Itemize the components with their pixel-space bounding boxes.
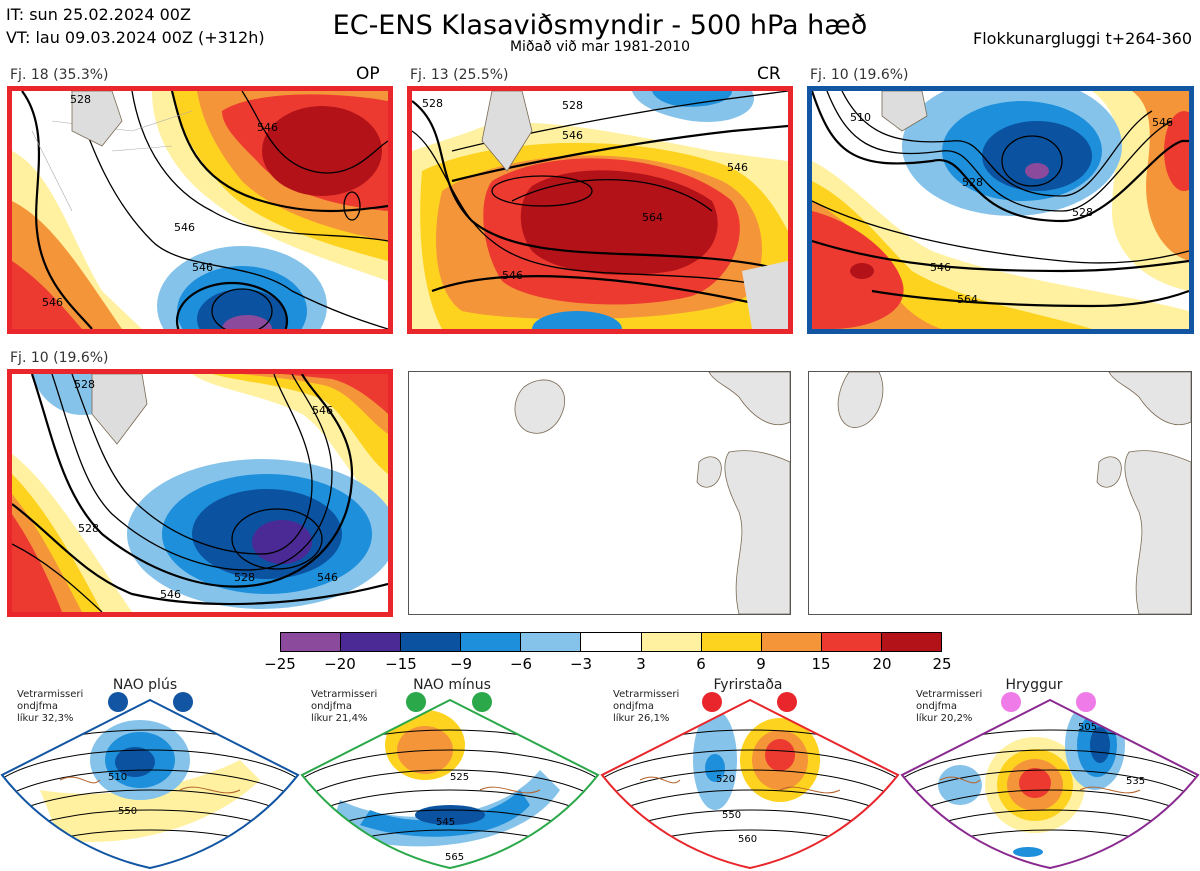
- page-subtitle: Miðað við mar 1981-2010: [509, 39, 691, 55]
- page-title: EC-ENS Klasaviðsmyndir - 500 hPa hæð: [332, 10, 868, 41]
- regime-stat: Vetrarmisseri ondjfma líkur 20,2%: [916, 689, 983, 724]
- regime-name: NAO plús: [112, 677, 178, 693]
- panel-3-label: Fj. 10 (19.6%): [810, 67, 909, 83]
- cluster-map-4: 528 546 528 546 528 546: [7, 369, 393, 617]
- regime-contour-label: 560: [1122, 842, 1141, 853]
- regime-dot: [173, 692, 193, 712]
- colorbar-swatch: [581, 633, 642, 651]
- empty-map-5: [408, 371, 791, 615]
- colorbar-swatch: [881, 633, 942, 651]
- regime-contour-label: 510: [108, 772, 127, 783]
- colorbar-tick: 3: [636, 655, 646, 673]
- panel-4-label: Fj. 10 (19.6%): [10, 350, 109, 366]
- panel-3-contour-label: 510: [850, 111, 871, 124]
- panel-1-tag: OP: [356, 64, 380, 84]
- colorbar-tick: −9: [449, 655, 473, 673]
- regime-name: Hryggur: [1005, 677, 1063, 693]
- panel-4-contour-label: 528: [74, 378, 95, 391]
- regime-stat: Vetrarmisseri ondjfma líkur 26,1%: [613, 689, 680, 724]
- regime-name: Fyrirstaða: [713, 677, 783, 693]
- panel-4-contour-label: 546: [317, 571, 338, 584]
- empty-map-6: [808, 371, 1192, 615]
- regime-stat: Vetrarmisseri ondjfma líkur 21,4%: [311, 689, 378, 724]
- colorbar-swatch: [461, 633, 522, 651]
- regime-contour-label: 520: [716, 774, 735, 785]
- panel-4-contour-label: 546: [160, 588, 181, 601]
- colorbar-swatch: [281, 633, 342, 651]
- regime-dot: [108, 692, 128, 712]
- regime-map-blocking: 520 550 560: [600, 698, 900, 870]
- panel-3-contour-label: 546: [1152, 116, 1173, 129]
- panel-1-contour-label: 546: [192, 261, 213, 274]
- colorbar-tick: 15: [811, 655, 831, 673]
- colorbar-tick: −15: [385, 655, 417, 673]
- panel-2-tag: CR: [757, 64, 781, 84]
- regime-dot: [1076, 692, 1096, 712]
- regime-map-nao-minus: 525 545 565: [300, 698, 600, 870]
- regime-dot: [777, 692, 797, 712]
- panel-2-contour-label: 546: [562, 129, 583, 142]
- colorbar: [280, 632, 942, 652]
- cluster-map-2: 528 546 546 564 546 528: [407, 86, 793, 334]
- regime-dot: [406, 692, 426, 712]
- valid-time: VT: lau 09.03.2024 00Z (+312h): [6, 28, 265, 47]
- regime-contour-label: 550: [118, 806, 137, 817]
- panel-1-contour-label: 546: [174, 221, 195, 234]
- colorbar-tick: −3: [569, 655, 593, 673]
- panel-1-contour-label: 546: [42, 296, 63, 309]
- colorbar-tick: −25: [264, 655, 296, 673]
- panel-3-contour-label: 546: [930, 261, 951, 274]
- colorbar-tick: 6: [696, 655, 706, 673]
- regime-dot: [472, 692, 492, 712]
- classification-window: Flokkunargluggi t+264-360: [973, 29, 1192, 48]
- regime-contour-label: 565: [445, 852, 464, 863]
- panel-4-contour-label: 528: [234, 571, 255, 584]
- regime-map-ridge: 505 535 560: [900, 698, 1200, 870]
- colorbar-tick: 20: [872, 655, 892, 673]
- regime-dot: [702, 692, 722, 712]
- colorbar-swatch: [341, 633, 402, 651]
- panel-4-contour-label: 528: [78, 522, 99, 535]
- panel-2-contour-label: 546: [502, 269, 523, 282]
- colorbar-tick: −6: [509, 655, 533, 673]
- panel-3-contour-label: 528: [1072, 206, 1093, 219]
- regime-stat: Vetrarmisseri ondjfma líkur 32,3%: [17, 689, 84, 724]
- panel-4-contour-label: 546: [312, 404, 333, 417]
- regime-map-nao-plus: 510 550: [0, 698, 300, 870]
- panel-2-label: Fj. 13 (25.5%): [410, 67, 509, 83]
- regime-contour-label: 525: [450, 772, 469, 783]
- cluster-map-3: 510 528 546 564 528 546: [807, 86, 1194, 334]
- colorbar-tick: 25: [932, 655, 952, 673]
- regime-dot: [1001, 692, 1021, 712]
- cluster-map-1: 528 546 546 546 546: [7, 86, 393, 334]
- colorbar-swatch: [821, 633, 882, 651]
- regime-contour-label: 560: [738, 834, 757, 845]
- colorbar-tick: 9: [756, 655, 766, 673]
- colorbar-swatch: [521, 633, 582, 651]
- regime-name: NAO mínus: [413, 677, 491, 693]
- colorbar-tick: −20: [324, 655, 356, 673]
- regime-contour-label: 550: [722, 810, 741, 821]
- panel-3-contour-label: 528: [962, 176, 983, 189]
- panel-1-label: Fj. 18 (35.3%): [10, 67, 109, 83]
- panel-2-contour-label: 564: [642, 211, 663, 224]
- panel-2-contour-label: 528: [422, 97, 443, 110]
- init-time: IT: sun 25.02.2024 00Z: [6, 5, 191, 24]
- regime-contour-label: 505: [1078, 722, 1097, 733]
- panel-2-contour-label: 546: [727, 161, 748, 174]
- colorbar-swatch: [701, 633, 762, 651]
- panel-3-contour-label: 564: [957, 293, 978, 306]
- colorbar-swatch: [761, 633, 822, 651]
- colorbar-swatch: [401, 633, 462, 651]
- colorbar-swatch: [641, 633, 702, 651]
- panel-1-contour-label: 528: [70, 93, 91, 106]
- regime-contour-label: 535: [1126, 776, 1145, 787]
- panel-2-contour-label: 528: [562, 99, 583, 112]
- regime-contour-label: 545: [436, 817, 455, 828]
- panel-1-contour-label: 546: [257, 121, 278, 134]
